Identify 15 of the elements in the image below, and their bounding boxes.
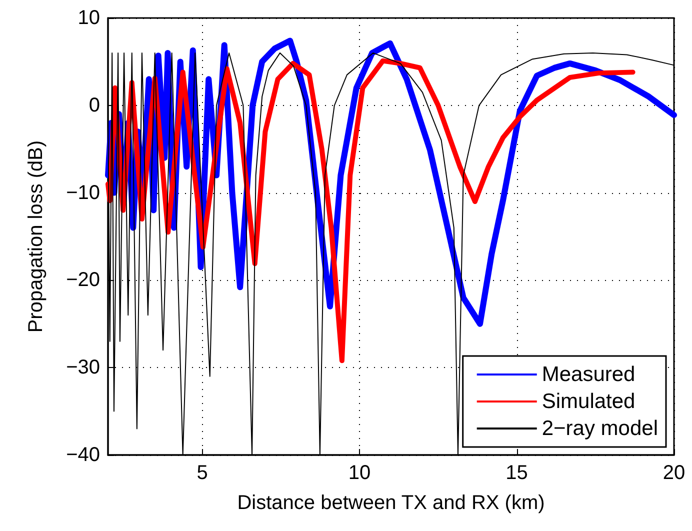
legend-label: 2−ray model [542, 417, 658, 440]
legend-label: Simulated [542, 390, 636, 413]
y-tick-label: −10 [66, 182, 100, 204]
x-tick-label: 10 [348, 462, 371, 484]
y-tick-label: −20 [66, 269, 100, 292]
y-tick-label: 10 [78, 7, 100, 29]
x-tick-label: 20 [662, 462, 686, 484]
y-tick-label: −40 [66, 444, 100, 466]
y-tick-label: 0 [88, 94, 100, 116]
legend-label: Measured [542, 363, 636, 386]
x-axis-title: Distance between TX and RX (km) [237, 492, 545, 514]
x-tick-label: 5 [196, 462, 208, 484]
x-tick-label: 15 [506, 462, 528, 484]
y-tick-label: −30 [66, 356, 100, 379]
y-axis-title: Propagation loss (dB) [25, 140, 47, 333]
